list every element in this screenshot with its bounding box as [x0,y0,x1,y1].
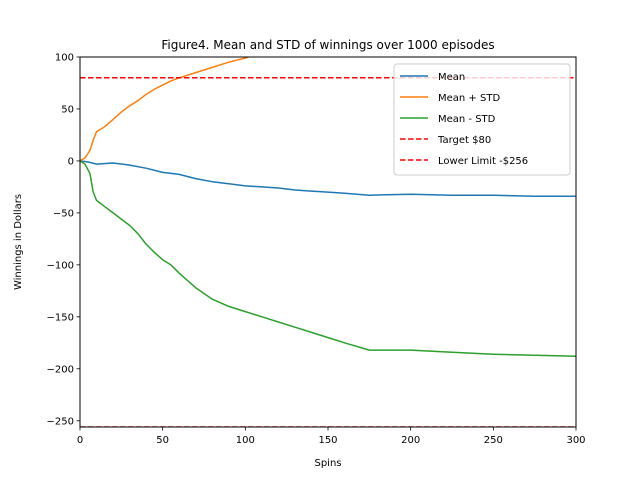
y-axis-title: Winnings in Dollars [13,194,24,290]
x-tick-label: 250 [484,435,503,446]
x-tick-label: 300 [566,435,585,446]
y-tick-label: 0 [68,156,74,167]
legend: Mean Mean + STD Mean - STD Target $80 Lower … [393,63,571,176]
series-line-1 [80,160,576,198]
legend-box [393,63,571,176]
y-tick-label: −100 [47,260,74,271]
plot-frame [79,56,577,428]
x-tick-label: 150 [318,435,337,446]
chart-title: Figure4. Mean and STD of winnings over 1… [161,38,494,52]
legend-label: Mean - STD [438,114,496,125]
series-line-3 [80,160,576,358]
y-tick-label: −200 [47,364,74,375]
x-tick-label: 50 [156,435,169,446]
legend-label: Lower Limit -$256 [438,156,528,167]
plot-area [80,57,576,427]
y-tick-label: 50 [61,104,74,115]
x-tick-label: 0 [77,435,83,446]
series-line-2 [80,57,249,162]
y-tick-label: −250 [47,416,74,427]
legend-label: Mean [438,72,465,83]
legend-label: Mean + STD [438,93,500,104]
y-tick-label: 100 [55,53,74,64]
y-tick-label: −50 [53,208,74,219]
y-tick-label: −150 [47,312,74,323]
x-tick-label: 100 [236,435,255,446]
x-tick-label: 200 [401,435,420,446]
legend-label: Target $80 [437,135,491,146]
x-axis-title: Spins [314,458,341,469]
ticks: 0 50 100 150 200 250 300 −250 −200 −150 −100 −50 0 50… [47,53,586,447]
